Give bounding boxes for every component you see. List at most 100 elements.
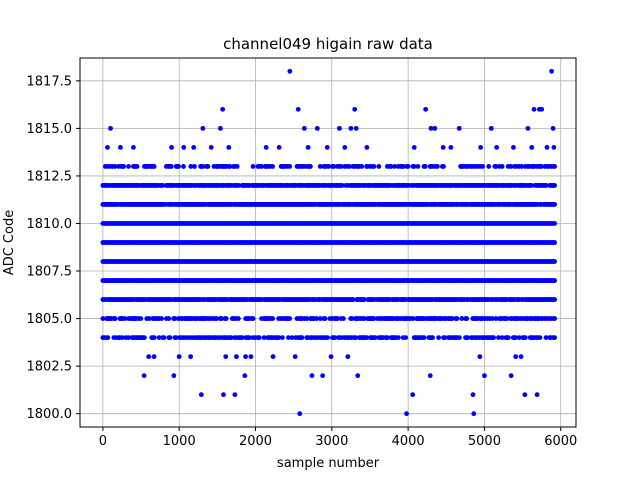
data-point [519,164,525,169]
data-point [464,316,470,321]
data-point [314,125,320,131]
data-point [341,316,346,321]
data-point [361,297,367,302]
y-tick-label: 1810.0 [27,217,73,232]
x-tick-label: 4000 [392,434,425,449]
data-point [121,164,127,169]
data-point [493,164,499,169]
data-point [331,164,337,169]
data-point [552,183,558,188]
data-point [338,164,344,169]
data-point [112,164,118,169]
y-tick-label: 1812.5 [27,169,73,184]
data-point [289,335,295,340]
data-point [456,125,462,131]
data-point [223,316,229,321]
data-point [470,392,476,398]
y-tick-label: 1800.0 [27,407,73,422]
data-point [522,335,528,340]
data-point [388,164,394,169]
data-point [322,316,328,321]
data-point [214,316,219,321]
data-point [345,354,351,360]
data-point [421,335,427,340]
data-point [511,145,516,150]
data-point [250,164,256,169]
y-tick-label: 1807.5 [27,265,73,280]
data-point [279,335,285,340]
data-point [223,354,229,360]
y-tick-label: 1805.0 [27,312,73,327]
data-point [371,316,377,321]
data-point [353,335,359,340]
data-point [131,145,136,150]
data-point [552,202,558,207]
data-point [508,164,514,169]
x-tick-label: 0 [99,434,107,449]
data-point [220,106,226,112]
data-point [334,316,340,321]
data-point [499,335,505,340]
data-point [491,335,496,340]
data-point [513,354,519,360]
x-tick-label: 3000 [315,434,348,449]
data-point [552,316,558,321]
data-point [156,335,162,340]
y-axis-label: ADC Code [2,210,17,275]
data-point [423,106,429,112]
data-point [400,164,406,169]
data-point [442,335,448,340]
data-point [208,145,214,150]
data-point [287,316,293,321]
data-point [325,335,330,340]
data-point [552,259,558,264]
data-point [364,335,370,340]
data-point [361,316,367,321]
x-axis-label: sample number [277,456,380,471]
data-point [488,125,494,131]
data-point [120,335,125,340]
data-point [549,68,554,74]
data-point [350,297,356,302]
data-point [352,106,358,112]
axis-ticks: 0 1000 2000 3000 4000 5000 6000 1800.0 1802.5 180… [27,74,578,449]
data-point [486,164,492,169]
data-point [176,354,182,360]
data-point [364,145,370,150]
data-point [552,278,558,283]
data-point [328,354,334,360]
data-point [221,392,226,398]
data-point [392,164,398,169]
data-point [247,335,252,340]
data-point [525,125,531,131]
data-point [287,164,293,169]
x-tick-label: 2000 [239,434,272,449]
data-point [234,354,239,360]
data-point [205,164,211,169]
data-point [287,68,293,74]
data-point [218,125,223,131]
data-point [305,145,311,150]
data-point [234,164,240,169]
data-point [459,316,465,321]
data-point [411,164,417,169]
data-point [454,316,460,321]
data-point [518,354,524,360]
data-point [522,392,528,398]
data-point [494,145,500,150]
data-point [457,335,462,340]
data-point [168,164,174,169]
data-point [218,316,224,321]
data-point [146,316,152,321]
data-point [432,125,438,131]
data-point [188,354,194,360]
data-point [169,145,174,150]
data-point [411,145,417,150]
data-point [410,392,416,398]
data-point [270,316,275,321]
data-point [465,335,471,340]
y-tick-label: 1815.0 [27,122,73,137]
data-point [198,392,204,398]
data-point [337,125,342,131]
